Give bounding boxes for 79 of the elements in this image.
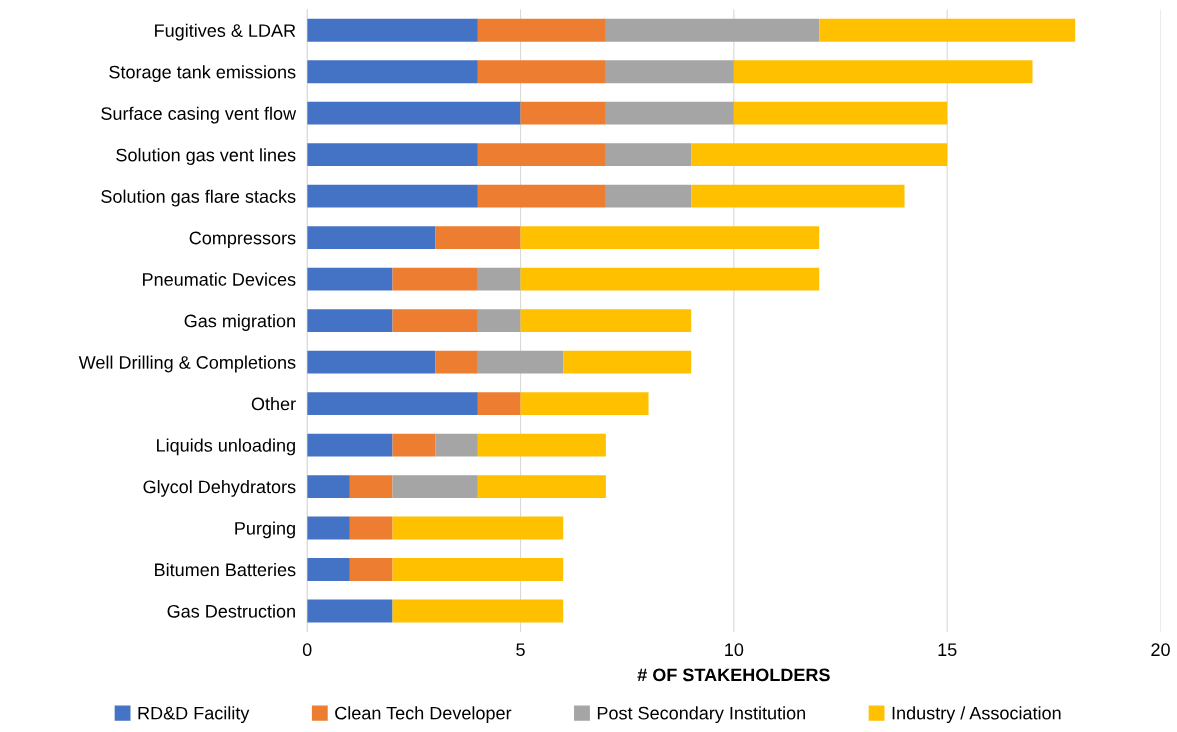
y-tick-label: Surface casing vent flow [101,106,297,124]
bar [307,433,393,457]
bar [520,392,649,415]
bar [307,516,350,540]
bar [605,60,734,84]
bar [307,350,436,374]
x-tick-label: 10 [725,643,744,657]
y-tick-label: Other [251,397,296,411]
bar [477,392,521,415]
y-tick-label: Well Drilling & Completions [78,355,296,373]
bar [733,101,948,125]
bar [307,60,478,84]
bar [435,433,478,457]
y-tick-label: Compressors [189,231,296,248]
bar [520,309,692,333]
bar [733,60,1033,84]
x-tick-label: 20 [1151,643,1170,657]
bar [392,558,564,581]
bar [435,226,521,250]
x-tick-label: 15 [938,643,957,657]
bar [477,18,606,42]
legend-label: Post Secondary Institution [597,706,806,724]
bar [477,433,606,457]
bar [307,143,478,167]
bar [605,184,692,208]
bar [392,309,478,333]
bar [477,475,606,498]
bar [307,267,393,291]
bar [392,475,478,498]
x-axis-title: # OF STAKEHOLDERS [637,668,830,682]
bar [307,392,478,415]
bar [392,516,564,540]
bar [307,184,478,208]
bar [520,101,606,125]
bar [349,516,393,540]
bar [307,309,393,333]
y-tick-label: Solution gas vent lines [116,148,296,165]
y-tick-label: Solution gas flare stacks [101,189,296,207]
y-tick-label: Gas Destruction [167,604,295,618]
y-tick-label: Glycol Dehydrators [143,479,296,497]
bar [307,558,350,581]
bar [605,143,692,167]
bar [392,267,478,291]
bar [605,101,734,125]
bar [691,143,948,167]
bar [477,350,564,374]
bar [392,433,436,457]
bar [477,60,606,84]
x-tick-label: 5 [516,643,525,657]
legend-label: Clean Tech Developer [335,706,512,724]
legend-label: RD&D Facility [138,706,250,724]
bar [392,599,564,623]
bar [477,309,521,333]
y-tick-label: Bitumen Batteries [155,562,296,577]
bar [307,475,350,498]
bar [307,226,436,250]
bar [477,143,606,167]
bar [307,18,478,42]
bar [520,226,820,250]
bar [435,350,478,374]
bar [349,475,393,498]
y-tick-label: Storage tank emissions [109,65,296,83]
bar [605,18,820,42]
bar [349,558,393,581]
y-tick-label: Gas migration [184,314,295,331]
legend-label: Industry / Association [892,706,1061,724]
bar [563,350,692,374]
x-tick-label: 0 [302,643,312,657]
bar [691,184,905,208]
y-tick-label: Fugitives & LDAR [155,23,296,41]
bar [307,101,521,125]
y-tick-label: Liquids unloading [157,438,295,456]
y-tick-label: Purging [235,521,295,539]
bar [477,184,606,208]
bar [477,267,521,291]
bar [520,267,820,291]
bar [819,18,1076,42]
bar [307,599,393,623]
y-tick-label: Pneumatic Devices [143,272,296,286]
